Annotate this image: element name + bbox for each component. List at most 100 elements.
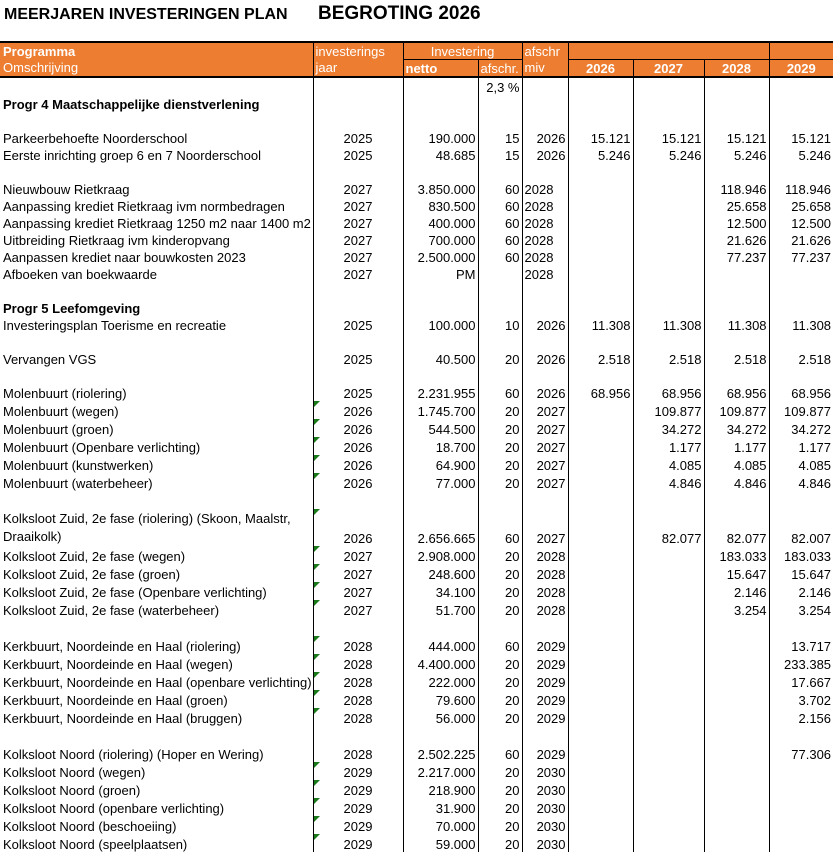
cell-jaar[interactable]: 2027 [312,214,403,231]
cell-netto[interactable]: 700.000 [402,231,478,248]
cell-jaar[interactable]: 2025 [312,146,403,163]
cell-afschr[interactable]: 20 [477,401,522,419]
cell-jaar[interactable]: 2025 [312,129,403,146]
cell-miv[interactable]: 2030 [521,834,568,852]
cell-year-2026[interactable] [567,780,633,798]
cell-jaar[interactable]: 2027 [312,180,403,197]
cell-jaar[interactable] [312,95,403,112]
cell-year-2029[interactable]: 109.877 [768,401,833,419]
cell-year-2027[interactable] [632,77,704,95]
cell-year-2028[interactable] [703,95,770,112]
cell-miv[interactable] [521,299,568,316]
cell-year-2028[interactable]: 15.647 [703,564,770,582]
cell-year-2029[interactable]: 11.308 [768,316,833,333]
cell-omschrijving[interactable]: Kolksloot Zuid, 2e fase (groen) [3,567,181,582]
cell-year-2026[interactable] [567,546,633,564]
cell-year-2026[interactable] [567,333,633,350]
cell-omschrijving[interactable]: Progr 4 Maatschappelijke dienstverlening [3,97,260,112]
cell-netto[interactable]: 2.217.000 [402,762,478,780]
cell-year-2028[interactable] [703,816,770,834]
cell-miv[interactable]: 2029 [521,672,568,690]
cell-year-2029[interactable] [768,299,833,316]
cell-afschr[interactable]: 20 [477,654,522,672]
cell-afschr[interactable]: 20 [477,672,522,690]
cell-miv[interactable]: 2027 [521,401,568,419]
cell-year-2029[interactable]: 4.085 [768,455,833,473]
cell-year-2028[interactable] [703,744,770,762]
cell-afschr[interactable]: 20 [477,582,522,600]
cell-year-2027[interactable] [632,231,704,248]
cell-omschrijving[interactable]: Molenbuurt (waterbeheer) [3,476,153,491]
cell-afschr[interactable]: 20 [477,546,522,564]
cell-afschr[interactable]: 60 [477,636,522,654]
cell-afschr[interactable]: 15 [477,129,522,146]
cell-jaar[interactable]: 2028 [312,744,403,762]
cell-year-2026[interactable] [567,618,633,636]
cell-year-2029[interactable]: 2.146 [768,582,833,600]
cell-year-2028[interactable] [703,112,770,129]
cell-year-2029[interactable] [768,265,833,282]
cell-miv[interactable] [521,112,568,129]
cell-year-2027[interactable] [632,618,704,636]
cell-year-2029[interactable]: 77.306 [768,744,833,762]
cell-netto[interactable] [402,367,478,384]
cell-miv[interactable]: 2029 [521,636,568,654]
cell-netto[interactable]: 77.000 [402,473,478,491]
cell-year-2026[interactable] [567,248,633,265]
cell-year-2026[interactable] [567,265,633,282]
cell-jaar[interactable]: 2026 [312,419,403,437]
cell-jaar[interactable]: 2027 [312,248,403,265]
cell-year-2029[interactable]: 233.385 [768,654,833,672]
cell-miv[interactable]: 2029 [521,690,568,708]
cell-miv[interactable] [521,618,568,636]
cell-year-2027[interactable] [632,564,704,582]
cell-year-2027[interactable] [632,180,704,197]
cell-jaar[interactable]: 2026 [312,473,403,491]
cell-year-2026[interactable] [567,816,633,834]
cell-year-2026[interactable] [567,600,633,618]
cell-omschrijving[interactable]: Aanpassing krediet Rietkraag ivm normbed… [3,199,285,214]
cell-omschrijving[interactable]: Uitbreiding Rietkraag ivm kinderopvang [3,233,230,248]
cell-afschr[interactable]: 10 [477,316,522,333]
cell-year-2027[interactable]: 5.246 [632,146,704,163]
cell-netto[interactable]: 3.850.000 [402,180,478,197]
cell-year-2029[interactable]: 68.956 [768,384,833,401]
cell-year-2028[interactable]: 5.246 [703,146,770,163]
cell-omschrijving[interactable]: Kerkbuurt, Noordeinde en Haal (openbare … [3,675,312,690]
cell-year-2029[interactable] [768,112,833,129]
cell-miv[interactable]: 2028 [521,231,568,248]
cell-omschrijving[interactable]: Kolksloot Noord (wegen) [3,765,146,780]
cell-jaar[interactable] [312,491,403,509]
cell-year-2027[interactable] [632,214,704,231]
cell-omschrijving[interactable]: Kerkbuurt, Noordeinde en Haal (bruggen) [3,711,243,726]
cell-year-2029[interactable] [768,618,833,636]
cell-omschrijving[interactable]: Progr 5 Leefomgeving [3,301,141,316]
cell-afschr[interactable] [477,367,522,384]
cell-year-2029[interactable]: 4.846 [768,473,833,491]
cell-year-2028[interactable] [703,367,770,384]
cell-year-2028[interactable] [703,163,770,180]
cell-jaar[interactable]: 2029 [312,762,403,780]
cell-miv[interactable]: 2030 [521,762,568,780]
cell-miv[interactable]: 2028 [521,600,568,618]
cell-year-2028[interactable] [703,762,770,780]
cell-year-2027[interactable] [632,546,704,564]
cell-netto[interactable]: 48.685 [402,146,478,163]
cell-miv[interactable]: 2028 [521,248,568,265]
cell-miv[interactable]: 2030 [521,798,568,816]
cell-year-2028[interactable]: 4.085 [703,455,770,473]
cell-jaar[interactable] [312,77,403,95]
cell-afschr[interactable]: 20 [477,834,522,852]
cell-year-2029[interactable] [768,367,833,384]
cell-miv[interactable]: 2029 [521,744,568,762]
cell-year-2029[interactable]: 34.272 [768,419,833,437]
cell-netto[interactable] [402,282,478,299]
cell-jaar[interactable] [312,333,403,350]
cell-year-2026[interactable] [567,762,633,780]
cell-year-2028[interactable]: 12.500 [703,214,770,231]
cell-afschr[interactable] [477,618,522,636]
cell-year-2026[interactable] [567,509,633,546]
cell-year-2027[interactable] [632,197,704,214]
cell-year-2026[interactable] [567,726,633,744]
cell-omschrijving[interactable]: Parkeerbehoefte Noorderschool [3,131,188,146]
